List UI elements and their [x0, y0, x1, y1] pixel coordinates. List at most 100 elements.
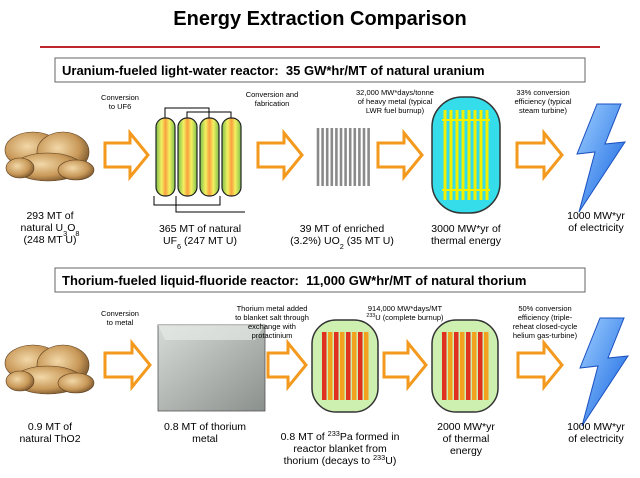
text-segment: Conversion: [101, 93, 139, 102]
text-segment: (3.2%) UO: [290, 235, 340, 247]
product-label: reactor blanket from: [293, 443, 387, 455]
reactor-channel: [358, 332, 363, 400]
text-segment: 1000 MW*yr: [567, 210, 625, 222]
reactor-channel: [460, 332, 465, 400]
centrifuge: [221, 117, 242, 197]
process-label: to blanket salt through: [235, 313, 309, 322]
process-label: steam turbine): [519, 106, 567, 115]
process-label: reheat closed-cycle: [513, 322, 578, 331]
reactor-channel: [340, 332, 345, 400]
text-segment: (247 MT U): [181, 235, 237, 247]
text-segment: efficiency (triple-: [518, 313, 573, 322]
text-segment: (248 MT U): [24, 234, 77, 246]
text-segment: 2000 MW*yr: [437, 421, 495, 433]
process-label: Thorium metal added: [237, 304, 308, 313]
text-segment: 0.8 MT of thorium: [164, 421, 246, 433]
text-segment: 2: [340, 242, 344, 251]
pipe: [186, 111, 232, 118]
text-segment: helium gas-turbine): [513, 331, 578, 340]
pipe: [175, 196, 245, 213]
pipe: [164, 107, 210, 118]
text-segment: 3000 MW*yr of: [431, 223, 501, 235]
reactor-channel: [334, 332, 339, 400]
text-segment: of thermal: [443, 433, 490, 445]
text-segment: UF: [163, 235, 177, 247]
ore-lump: [5, 370, 35, 392]
product-label: of electricity: [568, 433, 624, 445]
text-segment: 0.9 MT of: [28, 421, 72, 433]
pipe: [153, 196, 221, 206]
process-label: 33% conversion: [516, 88, 569, 97]
electricity-bolt: [579, 317, 629, 427]
text-segment: protactinium: [252, 331, 293, 340]
process-label: 32,000 MW*days/tonne: [356, 88, 434, 97]
text-segment: 1000 MW*yr: [567, 421, 625, 433]
process-label: 914,000 MW*days/MT: [368, 304, 443, 313]
product-label: UF6 (247 MT U): [163, 235, 237, 251]
product-label: (3.2%) UO2 (35 MT U): [290, 235, 394, 251]
process-label: of heavy metal (typical: [358, 97, 433, 106]
product-label: (248 MT U): [24, 234, 77, 246]
reactor-channel: [466, 332, 471, 400]
text-segment: of heavy metal (typical: [358, 97, 433, 106]
text-segment: efficiency (typical: [515, 97, 572, 106]
product-label: 1000 MW*yr: [567, 421, 625, 433]
text-segment: U): [385, 455, 396, 467]
product-label: 0.8 MT of 233Pa formed in: [281, 429, 400, 444]
text-segment: 32,000 MW*days/tonne: [356, 88, 434, 97]
process-label: to UF6: [109, 102, 132, 111]
product-label: of thermal: [443, 433, 490, 445]
reactor-channel: [448, 332, 453, 400]
process-arrow: [382, 338, 428, 392]
process-label: exchange with: [248, 322, 296, 331]
product-label: 2000 MW*yr: [437, 421, 495, 433]
text-segment: 914,000 MW*days/MT: [368, 304, 443, 313]
product-label: 0.9 MT of: [28, 421, 72, 433]
centrifuge: [177, 117, 198, 197]
text-segment: energy: [450, 445, 483, 457]
process-arrow: [376, 128, 424, 182]
text-segment: Thorium metal added: [237, 304, 308, 313]
text-segment: 39 MT of enriched: [300, 223, 385, 235]
product-label: of electricity: [568, 222, 624, 234]
title: Energy Extraction Comparison: [173, 8, 466, 30]
process-label: LWR fuel burnup): [366, 106, 425, 115]
product-label: 3000 MW*yr of: [431, 223, 501, 235]
process-label: efficiency (triple-: [518, 313, 573, 322]
text-segment: to metal: [107, 318, 134, 327]
reactor-channel: [442, 332, 447, 400]
product-label: 1000 MW*yr: [567, 210, 625, 222]
text-segment: 233: [328, 429, 340, 438]
text-segment: Pa formed in: [340, 431, 400, 443]
uranium-header-box: [54, 57, 586, 83]
text-segment: 365 MT of natural: [159, 223, 241, 235]
reactor-channel: [352, 332, 357, 400]
text-segment: 293 MT of: [26, 210, 73, 222]
thorium-header-box: [54, 267, 586, 293]
artwork: [4, 96, 629, 427]
process-label: protactinium: [252, 331, 293, 340]
text-segment: metal: [192, 433, 218, 445]
process-label: efficiency (typical: [515, 97, 572, 106]
text-segment: 233: [373, 453, 385, 462]
process-arrow: [516, 338, 564, 392]
text-segment: Conversion: [101, 309, 139, 318]
text-segment: natural ThO2: [19, 433, 80, 445]
product-label: 365 MT of natural: [159, 223, 241, 235]
process-arrow: [515, 128, 564, 182]
text-segment: 33% conversion: [516, 88, 569, 97]
process-label: 233U (complete burnup): [366, 313, 444, 322]
text-segment: O: [67, 222, 75, 234]
text-segment: 50% conversion: [518, 304, 571, 313]
ore-lump: [5, 157, 35, 179]
reactor-channel: [346, 332, 351, 400]
uranium-header: Uranium-fueled light-water reactor: 35 G…: [62, 63, 485, 78]
process-arrow: [256, 128, 304, 182]
process-arrow: [103, 128, 150, 182]
process-label: fabrication: [255, 99, 290, 108]
reactor-channel: [364, 332, 369, 400]
text-segment: fabrication: [255, 99, 290, 108]
reactor-channel: [454, 332, 459, 400]
process-arrow: [266, 338, 308, 392]
